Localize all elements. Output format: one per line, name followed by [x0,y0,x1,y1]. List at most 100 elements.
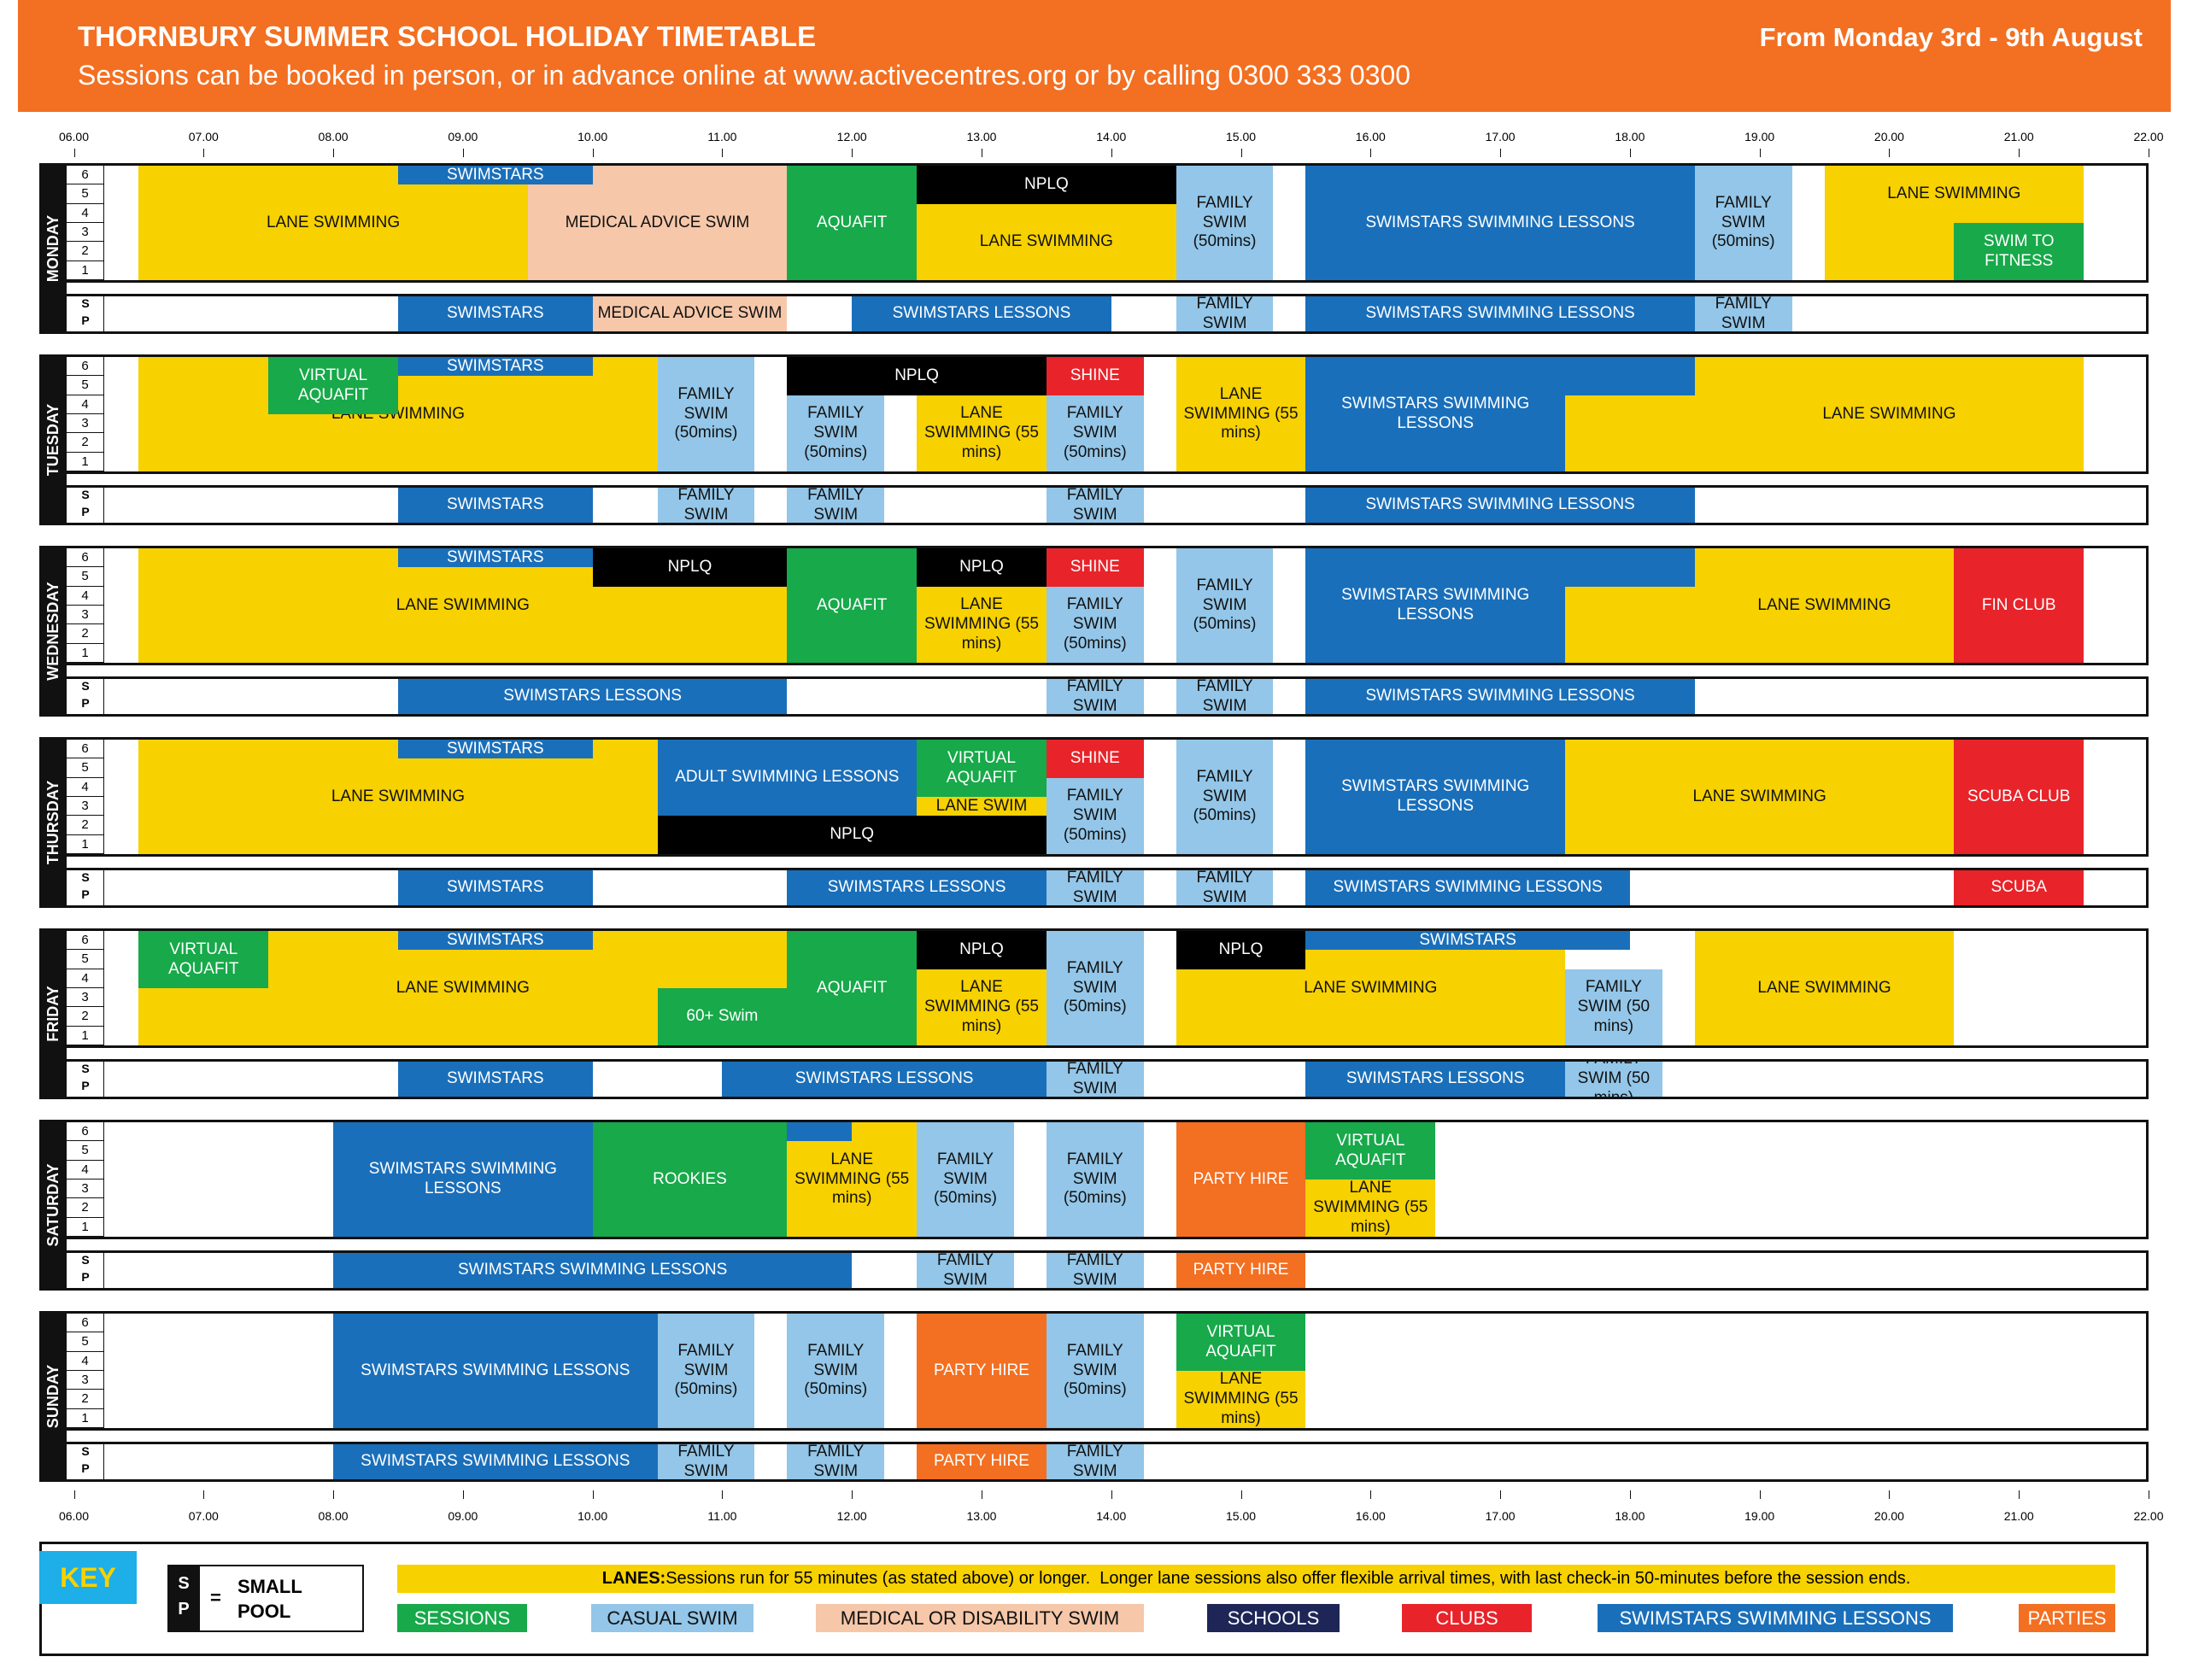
session-label: FAMILY SWIM (50 mins) [1577,1062,1651,1097]
session-block: SWIMSTARS [397,548,593,568]
tick-mark [1759,149,1761,157]
session-label: NPLQ [1218,940,1264,958]
session-label: SWIMSTARS SWIMMING LESSONS [368,1160,557,1197]
session-block [1564,586,1695,663]
session-block: LANE SWIM [917,797,1047,817]
small-pool-letter: S [81,870,90,884]
time-label: 08.00 [318,130,349,143]
time-label: 10.00 [578,130,608,143]
session-block: FAMILY SWIM [1046,870,1144,905]
time-label: 18.00 [1615,1509,1645,1523]
session-block: VIRTUAL AQUAFIT [1305,1122,1436,1180]
day-name: FRIDAY [44,986,62,1042]
session-label: SHINE [1070,748,1120,767]
session-block: SWIMSTARS SWIMMING LESSONS [333,1253,853,1288]
session-block: FAMILY SWIM [657,1444,755,1479]
main-pool-frame [39,1120,2149,1239]
lane-number: 3 [67,1371,104,1390]
day-name: THURSDAY [44,780,62,865]
session-block [1564,548,1695,587]
session-label: SWIM TO FITNESS [1983,231,2055,270]
session-block: LANE SWIMMING (55 mins) [917,395,1047,471]
session-block: NPLQ [1176,931,1306,969]
tick-mark [1370,149,1372,157]
session-block: LANE SWIMMING [917,203,1176,280]
session-label: SWIMSTARS [446,357,544,375]
session-label: SWIMSTARS [446,740,544,758]
session-block: SWIMSTARS LESSONS [787,870,1047,905]
small-pool-frame [39,485,2149,525]
session-block: PARTY HIRE [917,1444,1047,1479]
session-block: FAMILY SWIM (50mins) [1046,586,1144,663]
session-label: SCUBA CLUB [1967,787,2071,805]
main-pool-frame [39,546,2149,665]
session-block: SWIMSTARS SWIMMING LESSONS [1305,166,1695,280]
time-label: 22.00 [2133,130,2164,143]
small-pool-frame [39,676,2149,717]
session-label: SWIMSTARS LESSONS [794,1069,974,1088]
lane-number: 4 [67,777,104,797]
lane-number: 1 [67,1217,104,1237]
session-block: FAMILY SWIM [1694,296,1792,331]
session-block: FAMILY SWIM [917,1253,1014,1288]
session-label: LANE SWIMMING [1757,595,1891,614]
lane-number: 6 [67,1314,104,1333]
tick-mark [1111,149,1112,157]
tick-mark [722,1490,724,1499]
session-block: MEDICAL ADVICE SWIM [527,166,788,280]
session-label: 60+ Swim [686,1007,759,1026]
session-label: ROOKIES [653,1169,727,1188]
session-label: FAMILY SWIM (50mins) [1193,576,1257,634]
session-label: SWIMSTARS [446,878,544,897]
session-block: AQUAFIT [787,548,918,663]
lane-number: 1 [67,1026,104,1045]
session-label: LANE SWIMMING [331,787,466,805]
session-block: PARTY HIRE [917,1314,1047,1428]
session-label: FAMILY SWIM (50mins) [1063,1341,1127,1399]
tick-mark [852,149,853,157]
small-pool-letter: S [81,296,90,310]
session-block: FAMILY SWIM (50mins) [1176,166,1274,280]
session-block: LANE SWIMMING (55 mins) [917,969,1047,1045]
small-pool-col [67,1250,104,1291]
lane-number: 5 [67,376,104,395]
session-block: FAMILY SWIM (50 mins) [1564,969,1662,1045]
session-block: FAMILY SWIM (50mins) [787,1314,885,1428]
session-label: LANE SWIMMING [1887,184,2021,203]
time-label: 20.00 [1873,130,1904,143]
session-label: FAMILY SWIM [1715,296,1772,331]
session-block: FAMILY SWIM (50mins) [657,357,755,471]
session-label: PARTY HIRE [934,1452,1029,1471]
session-block: FAMILY SWIM [1176,296,1274,331]
session-block [1564,395,1695,471]
time-label: 14.00 [1096,1509,1127,1523]
session-label: NPLQ [959,940,1004,958]
session-label: FAMILY SWIM [1196,679,1253,714]
tick-mark [1370,1490,1372,1499]
session-label: PARTY HIRE [1193,1169,1289,1188]
session-label: LANE SWIMMING [1822,404,1956,423]
lane-number: 2 [67,242,104,261]
lane-number: 5 [67,1332,104,1352]
day-name: SATURDAY [44,1163,62,1247]
tick-mark [333,1490,335,1499]
tick-mark [1889,1490,1891,1499]
session-block: NPLQ [787,357,1047,395]
session-label: SHINE [1070,366,1120,384]
session-block: SWIMSTARS [397,488,593,523]
time-label: 10.00 [578,1509,608,1523]
session-label: SCUBA [1991,878,2047,897]
session-block: SWIMSTARS [397,166,593,185]
session-label: AQUAFIT [817,595,888,614]
small-pool-letter: S [81,1253,90,1267]
key-text: Sessions run for 55 minutes (as stated a… [665,1569,1911,1588]
session-label: SWIMSTARS SWIMMING LESSONS [361,1452,630,1471]
session-block: FAMILY SWIM [787,1444,885,1479]
session-block: FAMILY SWIM [657,488,755,523]
session-label: FAMILY SWIM (50mins) [1063,595,1127,653]
session-label: FAMILY SWIM [807,1444,865,1479]
lane-number: 1 [67,1408,104,1428]
lane-number: 4 [67,969,104,988]
session-label: SWIMSTARS SWIMMING LESSONS [1333,878,1603,897]
